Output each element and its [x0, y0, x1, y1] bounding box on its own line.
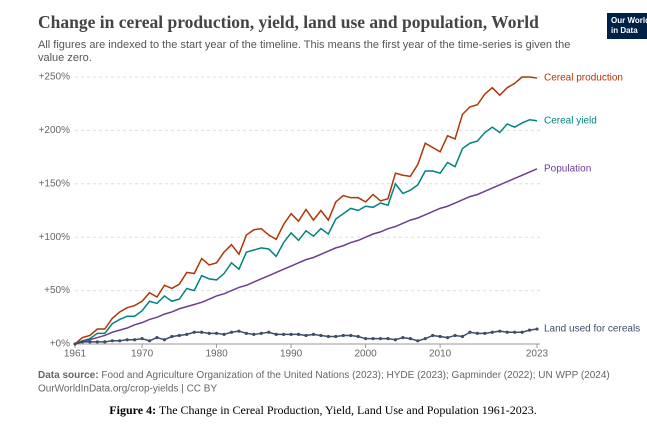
series-marker — [319, 333, 323, 338]
x-tick-label: 1980 — [205, 349, 228, 360]
caption-text: The Change in Cereal Production, Yield, … — [159, 403, 537, 417]
series-marker — [147, 339, 152, 343]
series-marker — [80, 340, 85, 344]
series-marker — [222, 332, 226, 336]
chart-title: Change in cereal production, yield, land… — [38, 12, 539, 32]
series-marker — [475, 331, 479, 335]
series-marker — [326, 334, 330, 339]
series-marker — [311, 332, 316, 336]
series-marker — [468, 330, 472, 334]
series-marker — [214, 331, 219, 335]
x-tick-label: 2010 — [429, 349, 452, 360]
subtitle: All figures are indexed to the start yea… — [38, 39, 570, 51]
y-tick-label: +100% — [39, 232, 71, 243]
series-marker — [304, 333, 308, 338]
series-marker — [445, 335, 450, 340]
series-line — [74, 168, 538, 345]
source: Data source: Food and Agriculture Organi… — [38, 370, 610, 381]
series-marker — [535, 327, 539, 331]
source-label: Data source: — [38, 370, 99, 381]
series-marker — [162, 338, 167, 342]
series-marker — [460, 334, 465, 339]
logo: Our World — [611, 16, 647, 25]
source-text: Food and Agriculture Organization of the… — [101, 370, 609, 381]
series-marker — [252, 332, 256, 336]
series-marker — [423, 337, 427, 341]
series-marker — [349, 333, 353, 338]
series-marker — [259, 331, 263, 335]
series-marker — [170, 334, 174, 339]
series-marker — [110, 339, 114, 343]
logo-box — [607, 13, 647, 39]
series-marker — [513, 330, 517, 334]
series-label: Land used for cereals — [544, 324, 640, 335]
logo: in Data — [611, 26, 638, 35]
series-marker — [73, 342, 77, 346]
series-line — [74, 76, 538, 345]
caption: Figure 4: The Change in Cereal Productio… — [109, 403, 536, 417]
series-marker — [341, 333, 345, 338]
series-marker — [192, 330, 196, 334]
series-marker — [95, 340, 99, 344]
series-marker — [490, 330, 494, 334]
series-marker — [207, 331, 211, 335]
series-marker — [133, 338, 137, 342]
series-marker — [371, 337, 375, 341]
series-marker — [527, 328, 532, 332]
series-marker — [125, 338, 129, 342]
series-marker — [296, 332, 301, 336]
series-marker — [505, 330, 509, 334]
series-marker — [378, 337, 383, 341]
x-tick-label: 2023 — [526, 349, 549, 360]
y-tick-label: +200% — [39, 125, 71, 136]
series-marker — [498, 329, 502, 333]
series-label: Population — [544, 163, 591, 174]
series-marker — [200, 330, 204, 334]
series-marker — [453, 333, 457, 338]
series-marker — [334, 334, 338, 339]
series-marker — [267, 330, 271, 334]
series-marker — [438, 334, 442, 339]
series-marker — [103, 340, 107, 344]
source-link: OurWorldInData.org/crop-yields | CC BY — [38, 384, 217, 395]
series-marker — [229, 330, 234, 334]
series-marker — [520, 330, 524, 334]
series-marker — [88, 340, 92, 344]
series-line — [74, 118, 538, 345]
series-marker — [393, 338, 398, 342]
x-tick-label: 1970 — [131, 349, 154, 360]
series-marker — [274, 332, 278, 336]
series-marker — [401, 335, 405, 340]
series-marker — [185, 332, 189, 336]
series-marker — [408, 337, 412, 341]
series-label: Cereal production — [544, 73, 623, 84]
caption-label: Figure 4: — [109, 403, 156, 417]
series-label: Cereal yield — [544, 115, 597, 126]
y-tick-label: +150% — [39, 178, 71, 189]
series-marker — [140, 337, 144, 341]
series-marker — [416, 339, 420, 343]
y-tick-label: +50% — [44, 285, 70, 296]
series-marker — [155, 335, 159, 340]
series-marker — [386, 337, 390, 341]
series-marker — [483, 331, 487, 335]
series-marker — [177, 333, 181, 338]
series-marker — [356, 334, 360, 339]
x-tick-label: 2000 — [354, 349, 377, 360]
x-tick-label: 1961 — [64, 349, 87, 360]
series-marker — [237, 329, 241, 333]
series-marker — [364, 337, 368, 341]
series-marker — [118, 339, 122, 343]
series-marker — [289, 332, 293, 336]
y-tick-label: +0% — [50, 339, 70, 350]
series-marker — [431, 333, 435, 338]
subtitle: value zero. — [38, 52, 92, 64]
series-marker — [282, 332, 286, 336]
x-tick-label: 1990 — [280, 349, 303, 360]
series-marker — [244, 331, 248, 335]
y-tick-label: +250% — [39, 72, 71, 83]
